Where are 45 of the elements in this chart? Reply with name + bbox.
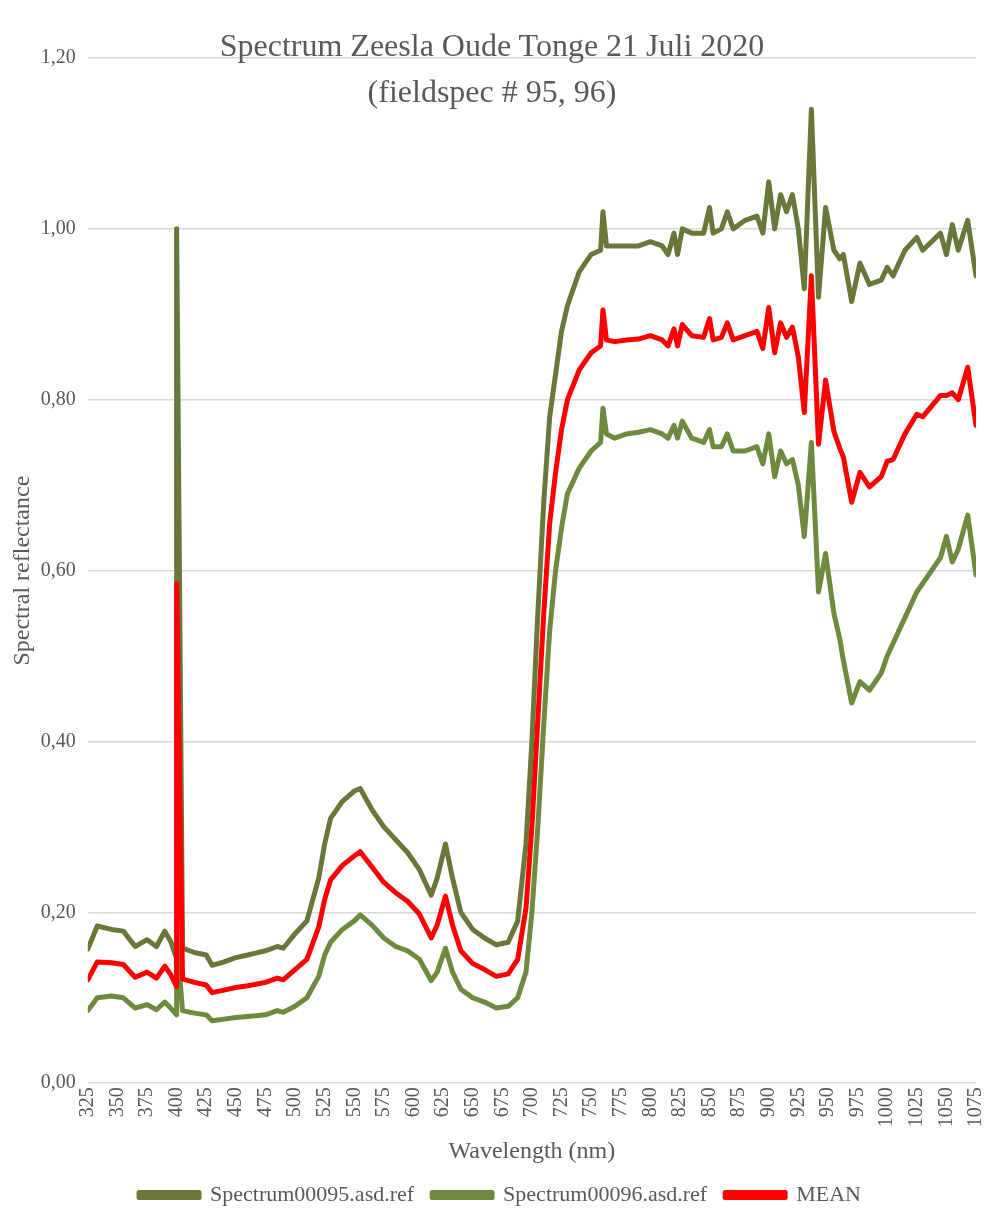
x-tick-label: 400 [163, 1087, 186, 1118]
x-tick-label: 750 [578, 1087, 601, 1118]
x-tick-label: 1075 [963, 1087, 986, 1128]
x-tick-label: 600 [400, 1087, 423, 1118]
legend-label: MEAN [796, 1180, 862, 1206]
y-tick-label: 0,80 [40, 386, 76, 409]
x-tick-label: 500 [282, 1087, 305, 1118]
x-tick-label: 775 [607, 1087, 630, 1118]
x-tick-label: 825 [667, 1087, 690, 1118]
x-tick-label: 725 [548, 1087, 571, 1118]
x-tick-label: 425 [193, 1087, 216, 1118]
x-tick-label: 575 [371, 1087, 394, 1118]
x-tick-label: 800 [637, 1087, 660, 1118]
x-tick-label: 925 [785, 1087, 808, 1118]
x-tick-label: 1050 [933, 1087, 956, 1128]
x-axis-title: Wavelength (nm) [448, 1136, 616, 1163]
y-tick-label: 0,20 [40, 899, 76, 922]
chart-title: Spectrum Zeesla Oude Tonge 21 Juli 2020 [219, 27, 765, 64]
y-tick-label: 1,20 [40, 45, 76, 68]
x-tick-label: 650 [459, 1087, 482, 1118]
x-tick-label: 1025 [904, 1087, 927, 1128]
x-tick-label: 950 [815, 1087, 838, 1118]
x-tick-label: 1000 [874, 1087, 897, 1128]
x-tick-label: 975 [844, 1087, 867, 1118]
y-axis-title: Spectral reflectance [7, 475, 34, 666]
x-tick-label: 350 [104, 1087, 127, 1118]
y-tick-label: 0,40 [40, 728, 76, 751]
y-tick-label: 0,60 [40, 557, 76, 580]
text: (fieldspec # 95, 96) [367, 73, 617, 110]
x-tick-label: 875 [726, 1087, 749, 1118]
legend-label: Spectrum00095.asd.ref [210, 1180, 415, 1206]
x-tick-label: 450 [223, 1087, 246, 1118]
x-tick-label: 900 [756, 1087, 778, 1118]
x-tick-label: 325 [75, 1087, 98, 1118]
x-tick-label: 625 [430, 1087, 453, 1118]
y-tick-label: 1,00 [40, 216, 76, 239]
x-tick-label: 375 [134, 1087, 157, 1118]
x-tick-label: 550 [341, 1087, 364, 1118]
y-tick-label: 0,00 [40, 1070, 76, 1093]
x-tick-label: 475 [252, 1087, 275, 1118]
x-tick-label: 850 [696, 1087, 719, 1118]
x-tick-label: 675 [489, 1087, 512, 1118]
x-tick-label: 700 [519, 1087, 542, 1118]
legend-label: Spectrum00096.asd.ref [503, 1180, 708, 1206]
x-tick-label: 525 [311, 1087, 334, 1118]
